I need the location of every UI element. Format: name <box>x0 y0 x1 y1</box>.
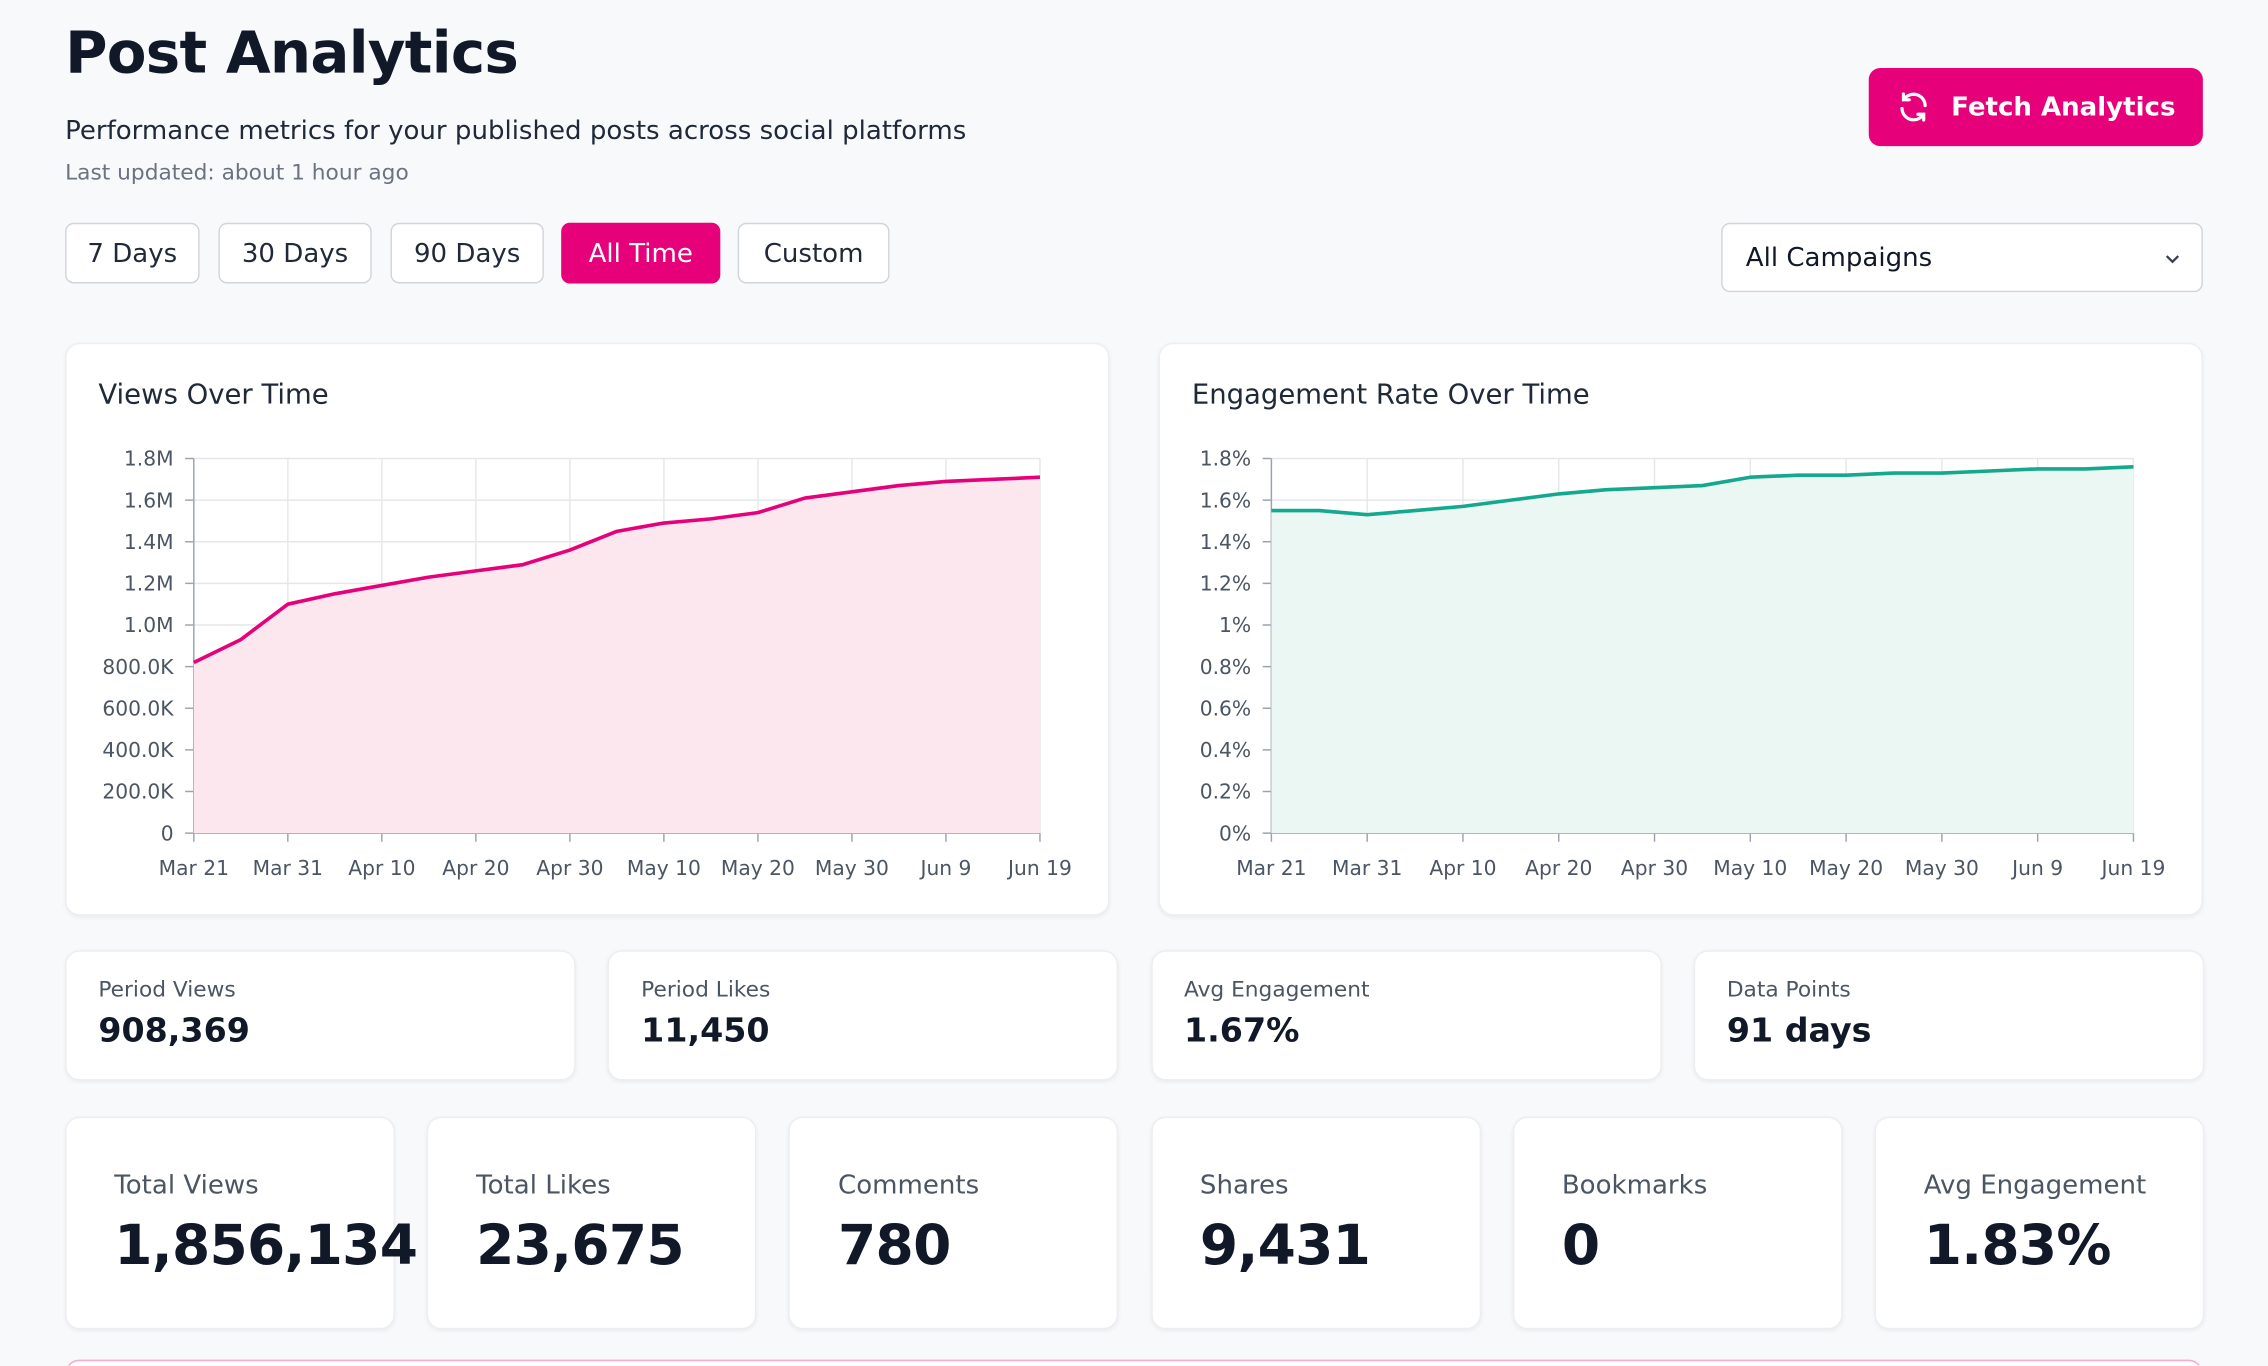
campaign-label: All Campaigns <box>1745 242 1933 273</box>
summary-value: 11,450 <box>641 1012 770 1051</box>
fetch-button[interactable]: Fetch Analytics <box>1868 67 2203 147</box>
y-tick-label: 1.2M <box>124 572 174 596</box>
total-card: Total Likes 23,675 <box>426 1116 757 1330</box>
x-tick-label: Mar 21 <box>1236 856 1306 880</box>
y-tick-label: 1.6M <box>124 488 174 512</box>
page-title: Post Analytics <box>65 20 519 87</box>
total-card: Bookmarks 0 <box>1512 1116 1843 1330</box>
x-tick-label: May 10 <box>1713 856 1787 880</box>
y-tick-label: 1.6% <box>1200 488 1251 512</box>
total-label: Total Likes <box>476 1170 611 1201</box>
total-value: 23,675 <box>476 1213 684 1278</box>
total-value: 780 <box>838 1213 951 1278</box>
summary-value: 908,369 <box>98 1012 250 1051</box>
chart-title: Engagement Rate Over Time <box>1191 378 1590 411</box>
total-value: 1.83% <box>1923 1213 2112 1278</box>
total-label: Shares <box>1199 1170 1289 1201</box>
summary-label: Period Likes <box>641 976 771 1003</box>
x-tick-label: Jun 9 <box>2010 856 2063 880</box>
refresh-icon <box>1900 92 1927 122</box>
total-card: Comments 780 <box>788 1116 1119 1330</box>
y-tick-label: 1.0M <box>124 613 174 637</box>
y-tick-label: 1.4M <box>124 530 174 554</box>
x-tick-label: Mar 31 <box>1332 856 1402 880</box>
total-card: Shares 9,431 <box>1150 1116 1481 1330</box>
x-tick-label: Jun 19 <box>2100 856 2166 880</box>
line <box>1271 465 2134 517</box>
campaign-select[interactable]: All Campaigns <box>1721 222 2203 293</box>
summary-label: Period Views <box>98 976 236 1003</box>
y-tick-label: 200.0K <box>102 780 174 804</box>
x-tick-label: Apr 30 <box>536 856 603 880</box>
x-tick-label: Apr 10 <box>1429 856 1496 880</box>
filter-button[interactable]: 90 Days <box>390 222 544 284</box>
x-tick-label: Mar 21 <box>159 856 229 880</box>
x-tick-label: Jun 19 <box>1006 856 1072 880</box>
y-tick-label: 0 <box>161 821 174 845</box>
filter-button[interactable]: 30 Days <box>218 222 372 284</box>
summary-card: Data Points 91 days <box>1693 950 2205 1081</box>
filter-button[interactable]: 7 Days <box>65 222 200 284</box>
x-tick-label: Apr 10 <box>348 856 415 880</box>
total-label: Avg Engagement <box>1923 1170 2147 1201</box>
filter-button[interactable]: Custom <box>737 222 890 284</box>
y-tick-label: 1.4% <box>1200 530 1251 554</box>
y-tick-label: 1.8M <box>124 447 174 471</box>
x-tick-label: Mar 31 <box>253 856 323 880</box>
summary-label: Avg Engagement <box>1184 976 1370 1003</box>
area <box>193 477 1040 834</box>
summary-value: 91 days <box>1726 1012 1872 1051</box>
x-tick-label: May 10 <box>627 856 701 880</box>
subtitle: Performance metrics for your published p… <box>65 115 967 147</box>
total-label: Total Views <box>114 1170 259 1201</box>
total-label: Bookmarks <box>1561 1170 1708 1201</box>
total-card: Avg Engagement 1.83% <box>1874 1116 2205 1330</box>
x-tick-label: Apr 30 <box>1621 856 1688 880</box>
x-tick-label: Apr 20 <box>1525 856 1592 880</box>
chart-card: Engagement Rate Over Time 0% 0.2% 0.4% 0.6%… <box>1158 342 2203 916</box>
y-tick-label: 0% <box>1219 821 1251 845</box>
chevron <box>2165 255 2180 264</box>
y-tick-label: 1.8% <box>1200 447 1251 471</box>
chart-title: Views Over Time <box>98 378 329 411</box>
x-tick-label: Apr 20 <box>442 856 509 880</box>
y-tick-label: 800.0K <box>102 655 174 679</box>
x-tick-label: May 20 <box>721 856 795 880</box>
chart: 0% 0.2% 0.4% 0.6% 0.8% 1% 1.2% 1.4% 1.6% 1.8% Mar … <box>1200 447 2166 880</box>
x-tick-label: Jun 9 <box>918 856 971 880</box>
summary-card: Period Views 908,369 <box>65 950 576 1081</box>
x-tick-label: May 30 <box>1905 856 1979 880</box>
chart: 0 200.0K 400.0K 600.0K 800.0K 1.0M 1.2M 1.4M 1.6… <box>102 447 1072 880</box>
last-updated: Last updated: about 1 hour ago <box>65 159 409 186</box>
filter-button[interactable]: All Time <box>561 222 721 284</box>
summary-value: 1.67% <box>1184 1012 1300 1051</box>
y-tick-label: 0.8% <box>1200 655 1251 679</box>
chart-card: Views Over Time 0 200.0K 400.0K 600.0K 800.0… <box>65 342 1110 916</box>
y-tick-label: 1% <box>1219 613 1251 637</box>
line <box>193 475 1041 665</box>
y-tick-label: 1.2% <box>1200 572 1251 596</box>
area <box>1271 466 2134 834</box>
summary-card: Period Likes 11,450 <box>607 950 1119 1081</box>
summary-card: Avg Engagement 1.67% <box>1150 950 1662 1081</box>
next-card <box>65 1359 2203 1366</box>
total-value: 9,431 <box>1199 1213 1371 1278</box>
y-tick-label: 0.2% <box>1200 780 1251 804</box>
x-tick-label: May 30 <box>815 856 889 880</box>
x-tick-label: May 20 <box>1809 856 1883 880</box>
y-tick-label: 400.0K <box>102 738 174 762</box>
y-tick-label: 0.4% <box>1200 738 1251 762</box>
summary-label: Data Points <box>1726 976 1851 1003</box>
y-tick-label: 600.0K <box>102 696 174 720</box>
total-label: Comments <box>838 1170 980 1201</box>
total-value: 1,856,134 <box>114 1213 418 1278</box>
y-tick-label: 0.6% <box>1200 696 1251 720</box>
fetch-label: Fetch Analytics <box>1951 91 2176 123</box>
total-card: Total Views 1,856,134 <box>65 1116 418 1330</box>
total-value: 0 <box>1561 1213 1600 1278</box>
